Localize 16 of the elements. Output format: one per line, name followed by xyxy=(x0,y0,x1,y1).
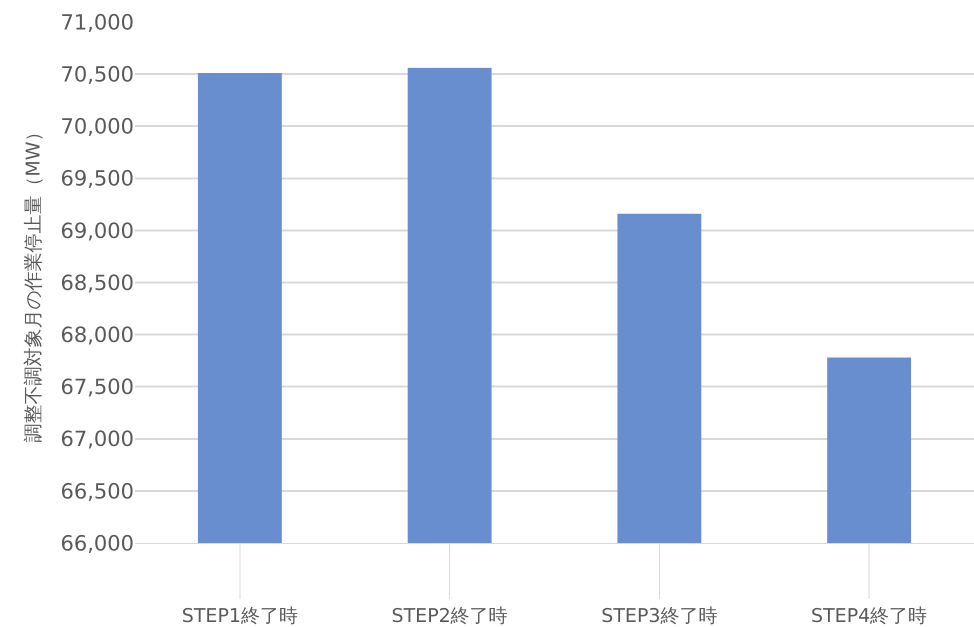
x-tick-label: STEP1終了時 xyxy=(182,604,298,627)
y-tick-label: 68,000 xyxy=(60,322,134,347)
y-tick-label: 71,000 xyxy=(60,10,134,34)
x-tick-label: STEP4終了時 xyxy=(811,604,928,627)
y-tick-label: 66,500 xyxy=(60,479,134,504)
y-tick-label: 70,000 xyxy=(60,114,134,139)
x-tick-label: STEP2終了時 xyxy=(392,604,508,627)
y-tick-label: 66,000 xyxy=(60,531,134,556)
y-tick-label: 69,000 xyxy=(60,218,134,243)
x-tick-label: STEP3終了時 xyxy=(601,604,718,627)
y-axis-title: 調整不調対象月の作業停止量（MW） xyxy=(22,122,44,443)
y-tick-label: 68,500 xyxy=(60,270,134,295)
y-tick-label: 67,500 xyxy=(60,375,134,400)
y-tick-label: 69,500 xyxy=(60,166,134,191)
y-tick-label: 67,000 xyxy=(60,427,134,452)
y-tick-label: 70,500 xyxy=(60,62,134,86)
